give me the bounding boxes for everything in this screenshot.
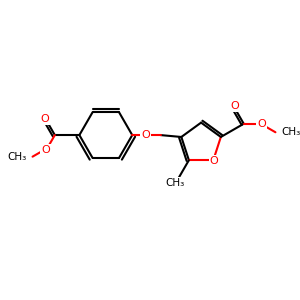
Text: CH₃: CH₃ <box>281 127 300 137</box>
Text: O: O <box>231 101 240 111</box>
Text: O: O <box>41 145 50 155</box>
Text: O: O <box>210 156 219 166</box>
Text: CH₃: CH₃ <box>165 178 184 188</box>
Text: CH₃: CH₃ <box>8 152 27 162</box>
Text: O: O <box>40 114 49 124</box>
Text: O: O <box>257 119 266 129</box>
Text: O: O <box>141 130 150 140</box>
